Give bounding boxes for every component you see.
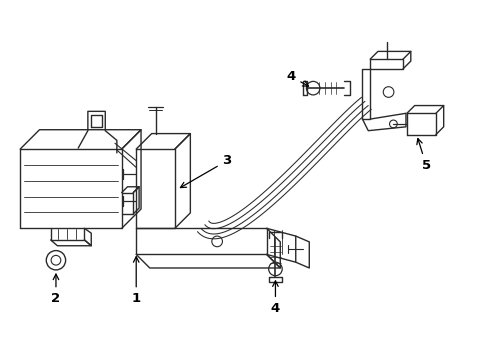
Text: 3: 3 xyxy=(180,154,231,188)
Text: 4: 4 xyxy=(270,281,280,315)
Text: 1: 1 xyxy=(131,257,141,305)
Text: 4: 4 xyxy=(285,70,308,86)
Text: 2: 2 xyxy=(51,274,61,305)
Text: 5: 5 xyxy=(416,139,430,172)
